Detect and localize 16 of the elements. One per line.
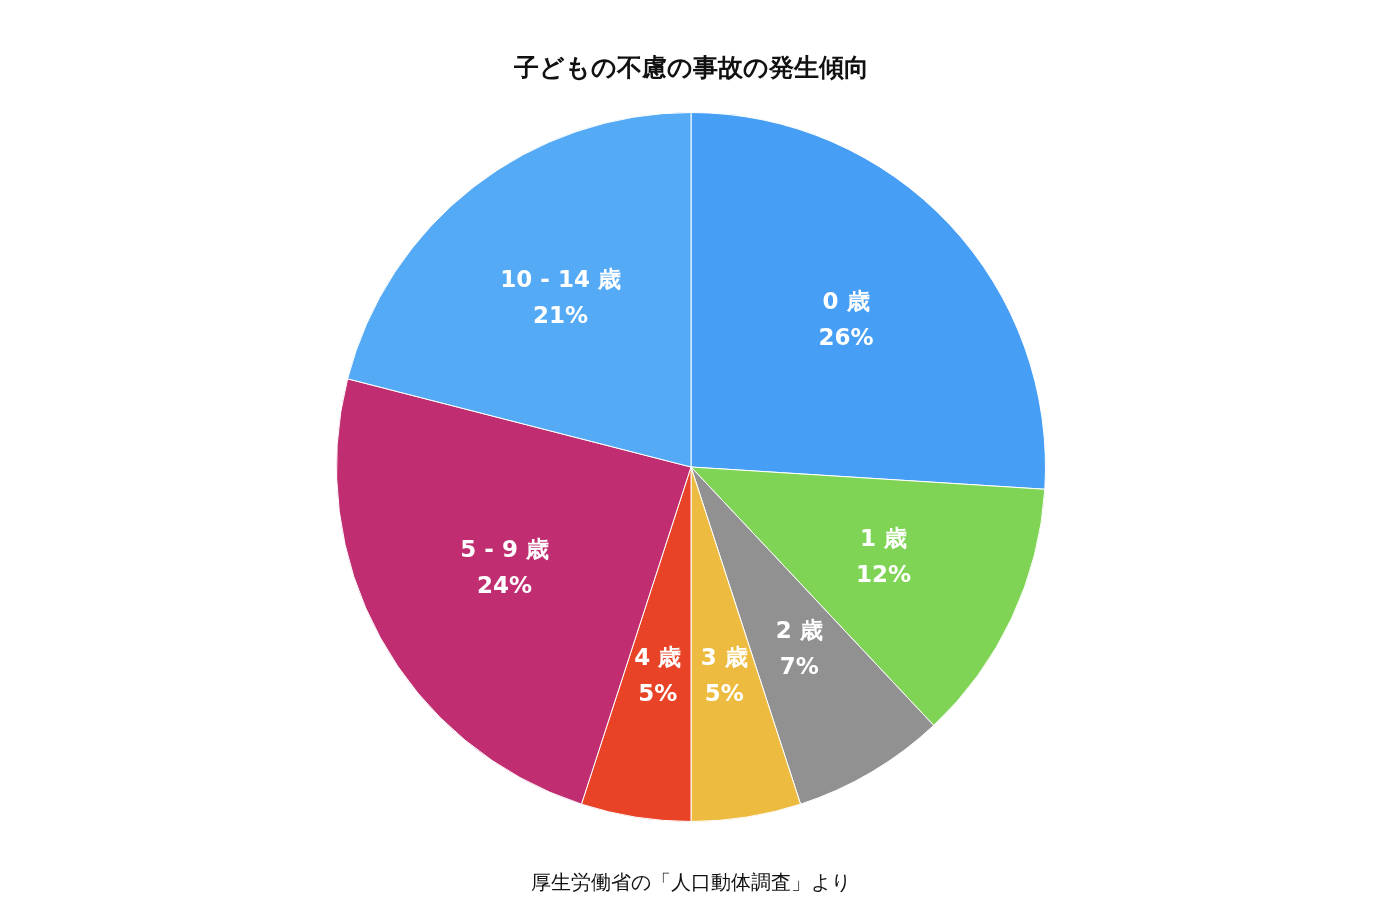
slice-label: 5 - 9 歳 (460, 536, 549, 563)
text: 厚生労働省の「人口動体調査」より (531, 870, 851, 895)
data-label: 26% (818, 324, 874, 351)
slice-label: 2 歳 (775, 617, 823, 644)
data-label: 21% (533, 301, 589, 328)
slice-label: 1 歳 (859, 524, 907, 551)
data-label: 5% (704, 680, 744, 707)
data-label: 12% (855, 560, 911, 587)
slice-label: 4 歳 (634, 644, 682, 671)
data-label: 5% (638, 680, 678, 707)
slice-label: 0 歳 (822, 288, 870, 315)
data-label: 7% (779, 653, 819, 680)
slice-label: 10 - 14 歳 (500, 265, 621, 292)
slice-label: 3 歳 (700, 644, 748, 671)
chart-title: 子どもの不慮の事故の発生傾向 (512, 52, 869, 82)
data-label: 24% (477, 572, 533, 599)
